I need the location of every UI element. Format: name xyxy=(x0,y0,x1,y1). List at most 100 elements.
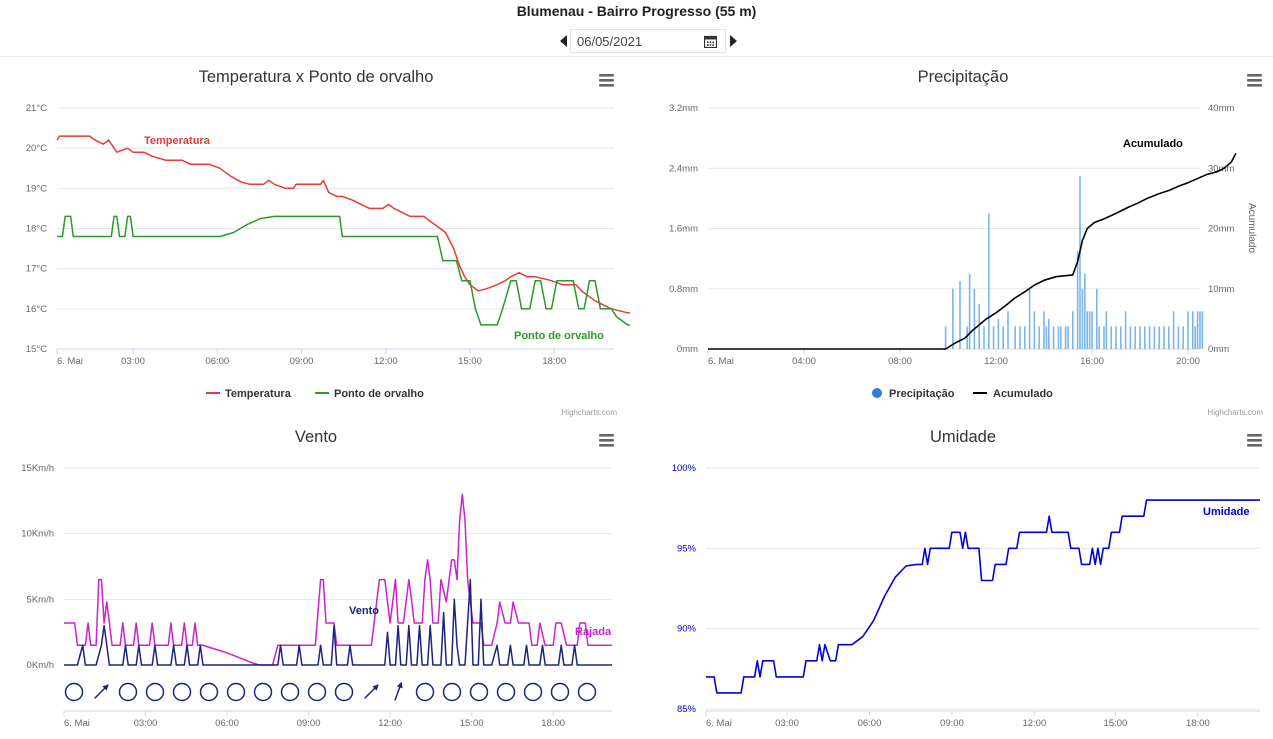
precipitation-bar xyxy=(1072,311,1074,349)
precipitation-bar xyxy=(1033,311,1036,349)
header-divider xyxy=(0,56,1273,57)
y-tick-label: 0.8mm xyxy=(669,284,698,295)
credits-link[interactable]: Highcharts.com xyxy=(1207,408,1263,417)
chart-title: Vento xyxy=(295,428,337,446)
wind-calm-icon xyxy=(577,682,597,702)
precipitation-bar xyxy=(1105,311,1108,349)
precipitation-bar xyxy=(978,303,980,349)
y2-axis-title: Acumulado xyxy=(1246,203,1257,253)
precipitation-bar xyxy=(1139,326,1141,349)
series-umidade-line xyxy=(706,499,1260,694)
x-tick-label: 04:00 xyxy=(792,356,816,367)
precipitation-bar xyxy=(1002,326,1004,349)
y-tick-label: 17°C xyxy=(26,264,47,275)
y-tick-label: 0mm xyxy=(677,344,698,355)
wind-calm-icon xyxy=(199,682,219,702)
precipitation-bar xyxy=(1187,311,1189,349)
series-acumulado-line xyxy=(708,152,1237,350)
x-tick-label: 18:00 xyxy=(1186,718,1210,729)
series-vento-line xyxy=(64,578,612,666)
arrow-right-icon xyxy=(729,35,737,47)
precipitation-bar xyxy=(1043,311,1045,349)
x-tick-label: 18:00 xyxy=(542,356,566,367)
precipitation-bar xyxy=(997,318,1000,349)
precipitation-bar xyxy=(1163,326,1165,349)
x-tick-label: 6. Mai xyxy=(64,718,90,729)
wind-calm-icon xyxy=(226,682,246,702)
calendar-icon[interactable] xyxy=(704,35,717,48)
wind-calm-icon xyxy=(253,682,273,702)
data-label-rajada: Rajada xyxy=(575,626,612,638)
y-tick-label: 100% xyxy=(672,463,697,474)
legend-item-temperatura: Temperatura xyxy=(225,388,292,400)
precipitation-bar xyxy=(1196,311,1199,349)
x-tick-label: 6. Mai xyxy=(708,356,734,367)
date-value: 06/05/2021 xyxy=(577,33,643,49)
chart-menu-icon[interactable] xyxy=(1247,434,1262,447)
precipitation-chart: Precipitação 0mm 0.8mm 1.6mm 2.4mm 3.2mm 6. Ma… xyxy=(669,68,1263,417)
chart-menu-icon[interactable] xyxy=(599,434,614,447)
precipitation-bar xyxy=(1177,326,1180,349)
previous-day-button[interactable] xyxy=(556,28,570,54)
precipitation-bar xyxy=(1194,326,1196,349)
wind-chart: Vento 0Km/h 5Km/h 10Km/h 15Km/h 6. Mai 03:00 06… xyxy=(21,428,614,729)
y-tick-label: 1.6mm xyxy=(669,224,698,235)
y-tick-label: 10Km/h xyxy=(21,529,54,540)
y-tick-label: 0Km/h xyxy=(27,660,54,671)
x-tick-label: 12:00 xyxy=(984,356,1008,367)
x-tick-label: 18:00 xyxy=(541,718,565,729)
precipitation-bar xyxy=(1144,326,1146,349)
temperature-chart: Temperatura x Ponto de orvalho 15°C 16°C 17… xyxy=(26,68,630,417)
y2-tick-label: 0mm xyxy=(1208,344,1229,355)
precipitation-bar xyxy=(1192,311,1194,349)
next-day-button[interactable] xyxy=(726,28,740,54)
precipitation-bar xyxy=(952,288,954,350)
y2-tick-label: 30mm xyxy=(1208,163,1234,174)
precipitation-bar xyxy=(1115,326,1117,349)
precipitation-bar xyxy=(1098,326,1100,349)
precipitation-bar xyxy=(992,326,995,349)
x-tick-label: 03:00 xyxy=(134,718,158,729)
y-tick-label: 15°C xyxy=(26,344,47,355)
wind-calm-icon xyxy=(64,682,84,702)
x-tick-label: 03:00 xyxy=(775,718,799,729)
chart-menu-icon[interactable] xyxy=(599,74,614,87)
precipitation-bar xyxy=(1103,326,1105,349)
wind-arrow-ssw-icon xyxy=(394,681,403,701)
precipitation-bar xyxy=(1129,326,1132,349)
data-label-acumulado: Acumulado xyxy=(1123,138,1183,150)
y-tick-label: 21°C xyxy=(26,103,47,114)
x-tick-label: 09:00 xyxy=(940,718,964,729)
wind-calm-icon xyxy=(118,682,138,702)
precipitation-bar xyxy=(1120,326,1122,349)
precipitation-bar xyxy=(1060,326,1062,349)
wind-arrow-sw-icon xyxy=(94,684,109,699)
date-field[interactable]: 06/05/2021 xyxy=(570,29,726,53)
credits-link[interactable]: Highcharts.com xyxy=(561,408,617,417)
precipitation-bar xyxy=(1038,326,1040,349)
wind-calm-icon xyxy=(496,682,516,702)
y-tick-label: 85% xyxy=(677,704,697,715)
wind-calm-icon xyxy=(469,682,489,702)
chart-title: Umidade xyxy=(930,428,996,446)
chart-menu-icon[interactable] xyxy=(1247,74,1262,87)
wind-calm-icon xyxy=(523,682,543,702)
precipitation-bar xyxy=(983,326,985,349)
y-tick-label: 20°C xyxy=(26,143,47,154)
precipitation-bar xyxy=(1091,311,1093,349)
wind-calm-icon xyxy=(172,682,192,702)
precipitation-bar xyxy=(1153,326,1156,349)
y-tick-label: 5Km/h xyxy=(27,594,54,605)
precipitation-bar xyxy=(1124,311,1127,349)
legend-symbol xyxy=(872,388,882,398)
x-tick-label: 16:00 xyxy=(1080,356,1104,367)
x-tick-label: 12:00 xyxy=(378,718,402,729)
y2-tick-label: 10mm xyxy=(1208,284,1234,295)
precipitation-bar xyxy=(1148,326,1151,349)
precipitation-bar xyxy=(1007,311,1009,349)
humidity-chart: Umidade 85% 90% 95% 100% 6. Mai 03:00 06:00 09:0… xyxy=(672,428,1262,729)
date-navigator: 06/05/2021 xyxy=(556,28,740,54)
y-tick-label: 19°C xyxy=(26,183,47,194)
precipitation-bar xyxy=(1076,251,1079,349)
precipitation-bar xyxy=(1064,326,1067,349)
